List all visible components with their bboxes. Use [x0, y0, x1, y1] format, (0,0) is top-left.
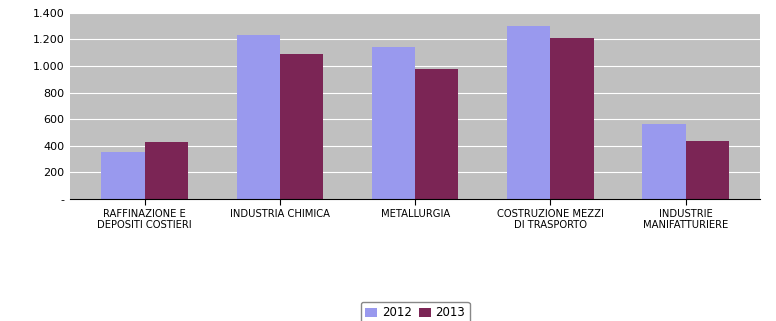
- Bar: [144, 142, 188, 199]
- Bar: [280, 54, 323, 199]
- Bar: [643, 124, 686, 199]
- Bar: [550, 38, 594, 199]
- Bar: [415, 69, 459, 199]
- Legend: 2012, 2013: 2012, 2013: [361, 302, 469, 321]
- Bar: [237, 35, 280, 199]
- Bar: [101, 152, 144, 199]
- Bar: [686, 141, 729, 199]
- Bar: [508, 26, 550, 199]
- Bar: [372, 48, 415, 199]
